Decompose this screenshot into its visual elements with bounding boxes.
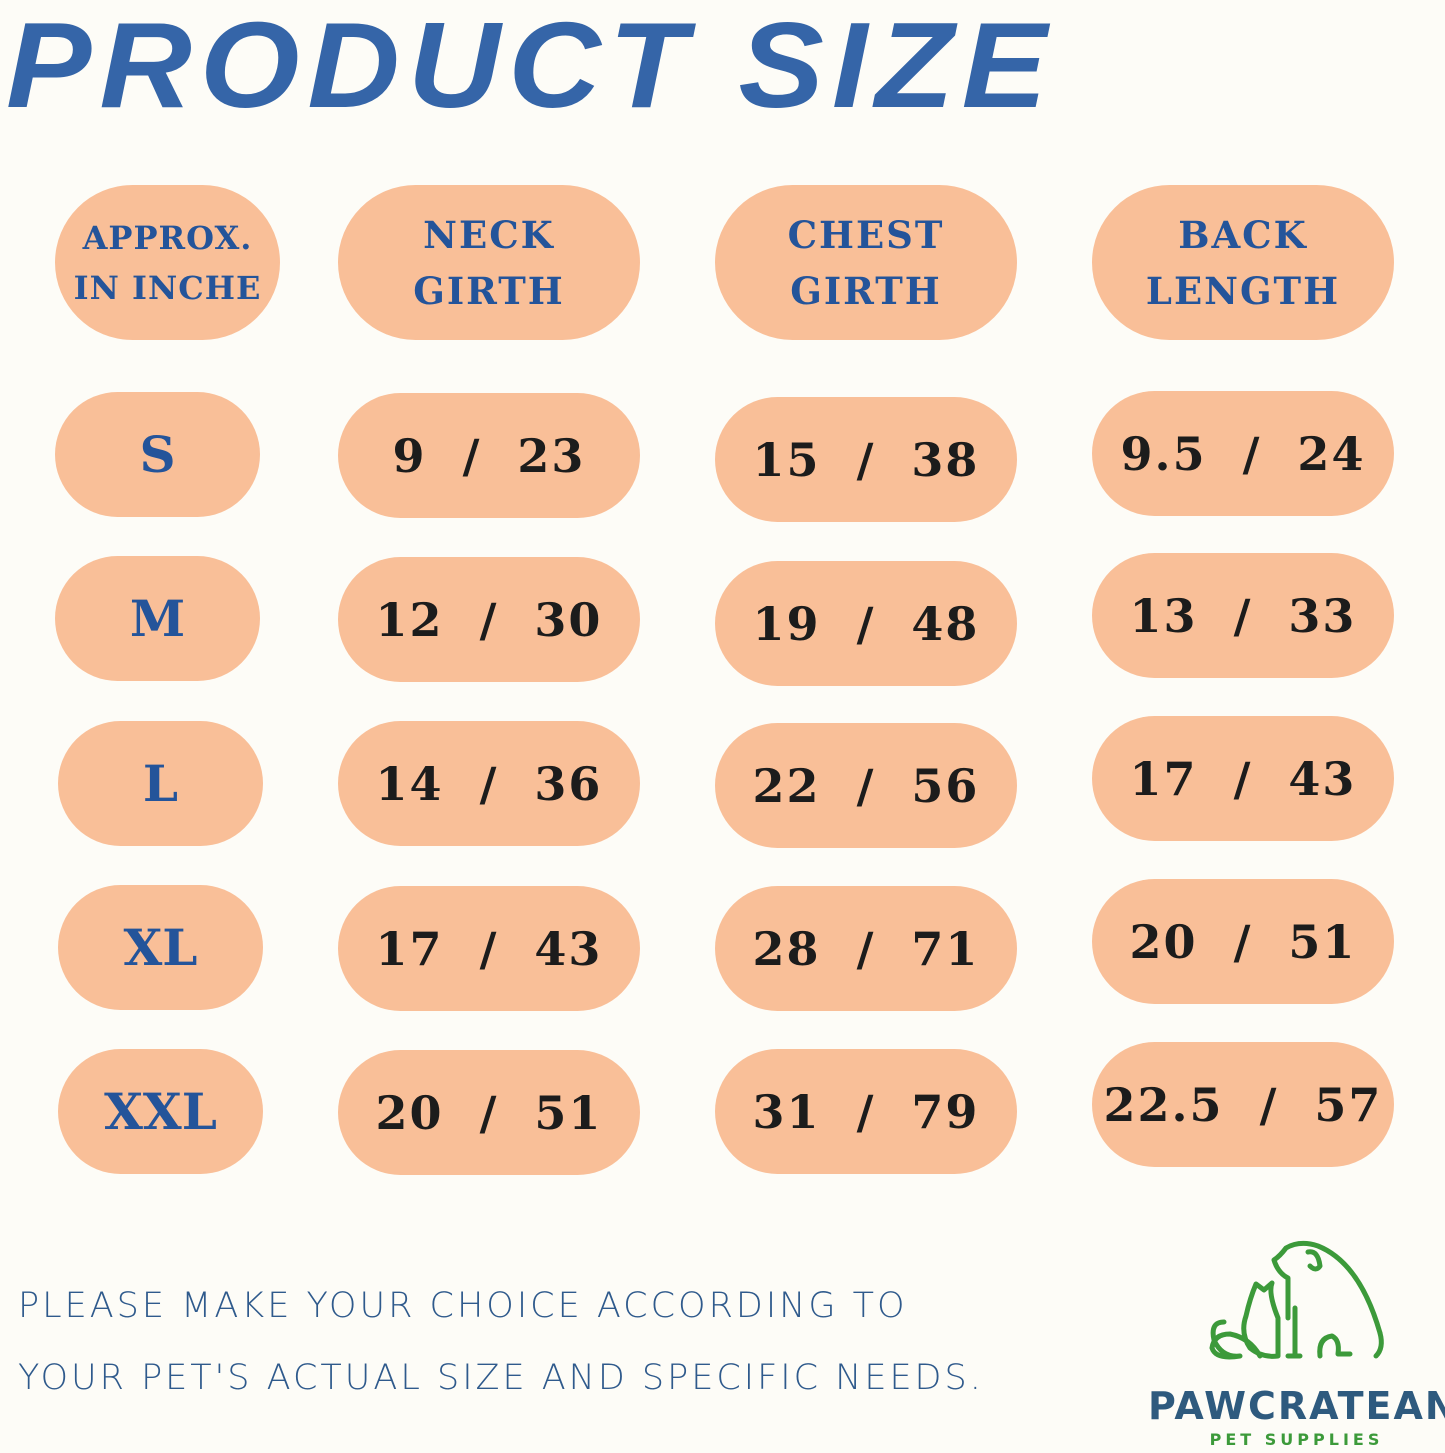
size-label: S xyxy=(139,425,176,484)
header-label: APPROX. IN INCHE xyxy=(74,213,262,313)
header-label-line: GIRTH xyxy=(413,268,565,313)
cell-s-neck: 9 / 23 xyxy=(338,393,640,518)
back-value: 17 / 43 xyxy=(1129,751,1357,806)
header-label: NECK GIRTH xyxy=(413,207,565,319)
cell-xxl-neck: 20 / 51 xyxy=(338,1050,640,1175)
header-label: BACK LENGTH xyxy=(1146,207,1340,319)
neck-value: 14 / 36 xyxy=(375,756,603,811)
cell-xl-chest: 28 / 71 xyxy=(715,886,1017,1011)
size-label: XXL xyxy=(104,1082,217,1141)
cell-s-size: S xyxy=(55,392,260,517)
cell-m-chest: 19 / 48 xyxy=(715,561,1017,686)
brand-tagline: PET SUPPLIES xyxy=(1209,1430,1384,1449)
header-label-line: BACK xyxy=(1178,212,1308,257)
header-label-line: IN INCHE xyxy=(73,268,262,307)
dog-and-cat-outline-icon xyxy=(1209,1240,1384,1360)
note-line-1: PLEASE MAKE YOUR CHOICE ACCORDING TO xyxy=(18,1286,908,1326)
cell-m-back: 13 / 33 xyxy=(1092,553,1394,678)
page-title: PRODUCT SIZE xyxy=(6,0,1055,134)
header-back-length: BACK LENGTH xyxy=(1092,185,1394,340)
cell-l-back: 17 / 43 xyxy=(1092,716,1394,841)
cell-xxl-chest: 31 / 79 xyxy=(715,1049,1017,1174)
cell-xxl-size: XXL xyxy=(58,1049,263,1174)
cell-m-neck: 12 / 30 xyxy=(338,557,640,682)
cell-l-size: L xyxy=(58,721,263,846)
header-label-line: NECK xyxy=(423,212,555,257)
header-neck-girth: NECK GIRTH xyxy=(338,185,640,340)
size-label: L xyxy=(142,754,179,813)
header-label-line: GIRTH xyxy=(790,268,942,313)
cell-m-size: M xyxy=(55,556,260,681)
cell-xl-back: 20 / 51 xyxy=(1092,879,1394,1004)
header-label-line: LENGTH xyxy=(1145,268,1341,313)
chest-value: 22 / 56 xyxy=(752,758,980,813)
size-label: XL xyxy=(123,918,198,977)
size-label: M xyxy=(129,589,186,648)
brand-name: PAWCRATEAN xyxy=(1148,1384,1445,1428)
neck-value: 20 / 51 xyxy=(375,1085,603,1140)
cell-l-chest: 22 / 56 xyxy=(715,723,1017,848)
chest-value: 31 / 79 xyxy=(752,1084,980,1139)
neck-value: 17 / 43 xyxy=(375,921,603,976)
header-label: CHEST GIRTH xyxy=(788,207,945,319)
neck-value: 12 / 30 xyxy=(375,592,603,647)
back-value: 22.5 / 57 xyxy=(1103,1077,1383,1132)
header-label-line: APPROX. xyxy=(82,218,253,257)
cell-xxl-back: 22.5 / 57 xyxy=(1092,1042,1394,1167)
cell-l-neck: 14 / 36 xyxy=(338,721,640,846)
chest-value: 15 / 38 xyxy=(752,432,980,487)
header-label-line: CHEST xyxy=(787,212,945,257)
chest-value: 28 / 71 xyxy=(752,921,980,976)
cell-s-chest: 15 / 38 xyxy=(715,397,1017,522)
cell-s-back: 9.5 / 24 xyxy=(1092,391,1394,516)
cell-xl-neck: 17 / 43 xyxy=(338,886,640,1011)
header-approx-in-inches: APPROX. IN INCHE xyxy=(55,185,280,340)
note-line-2: YOUR PET'S ACTUAL SIZE AND SPECIFIC NEED… xyxy=(18,1358,984,1398)
chest-value: 19 / 48 xyxy=(752,596,980,651)
back-value: 20 / 51 xyxy=(1129,914,1357,969)
back-value: 13 / 33 xyxy=(1129,588,1357,643)
back-value: 9.5 / 24 xyxy=(1120,426,1366,481)
header-chest-girth: CHEST GIRTH xyxy=(715,185,1017,340)
neck-value: 9 / 23 xyxy=(392,428,586,483)
cell-xl-size: XL xyxy=(58,885,263,1010)
